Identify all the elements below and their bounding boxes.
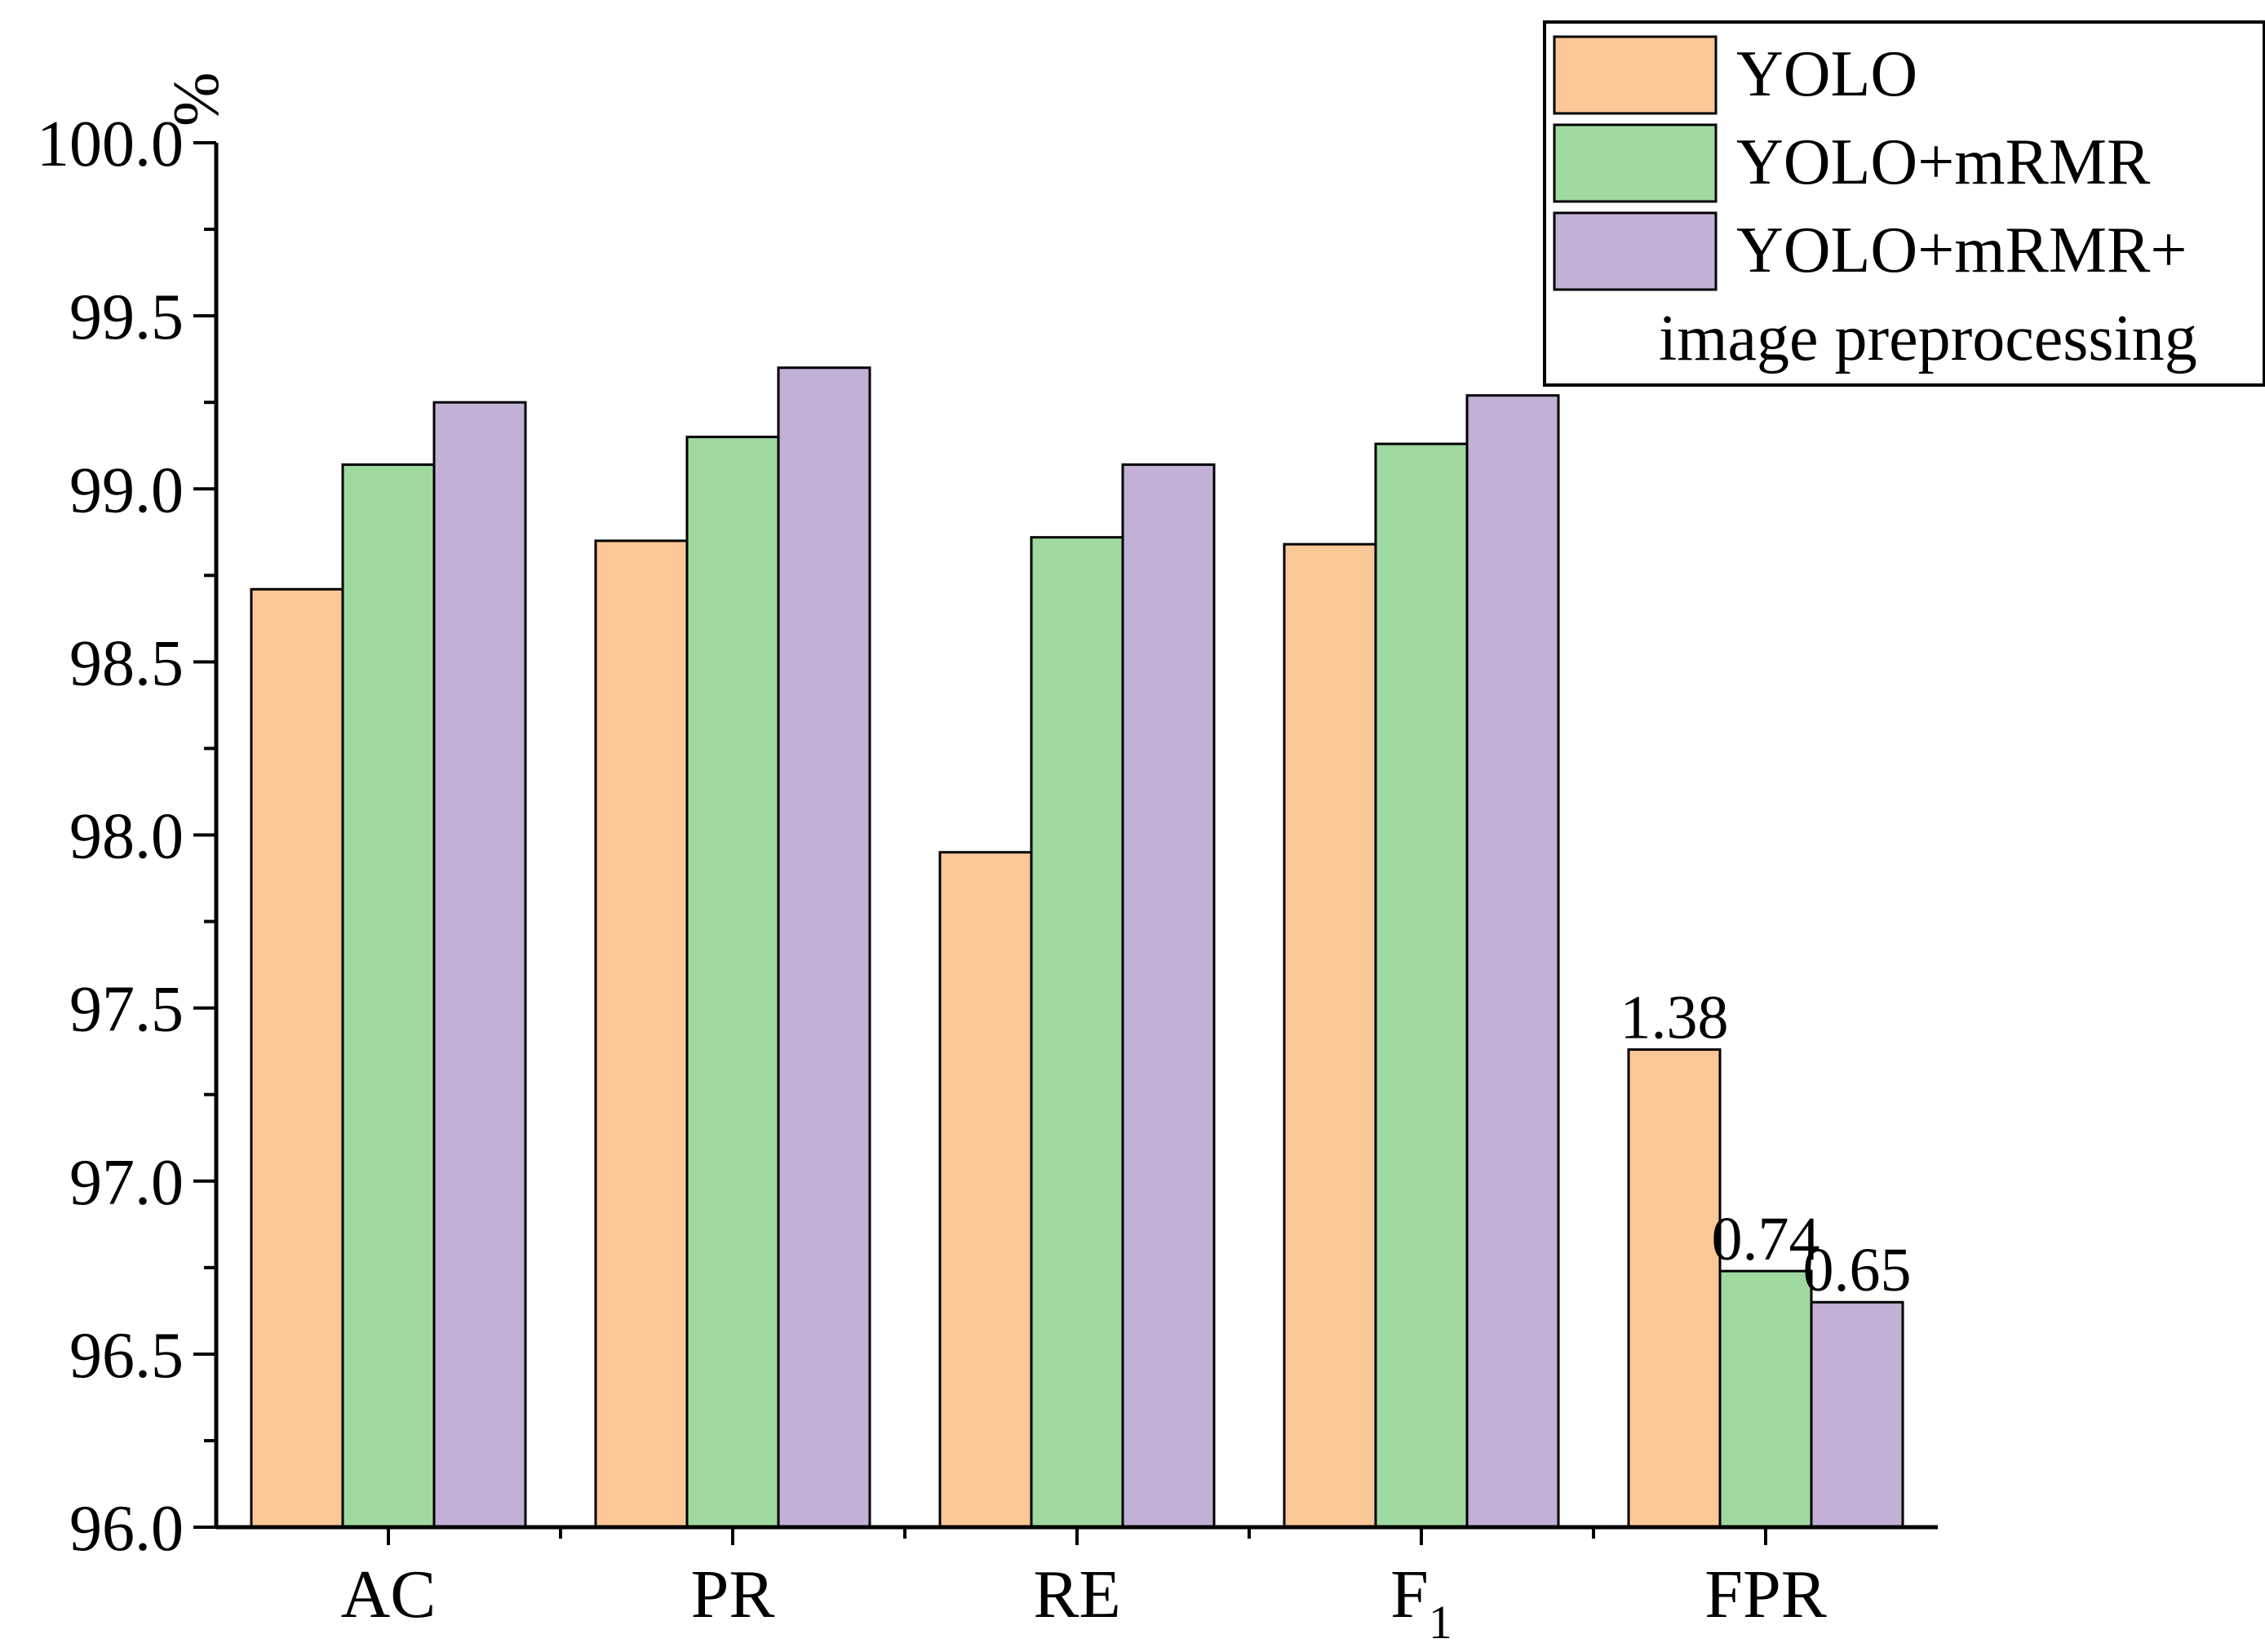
bar [777,366,871,1529]
x-tick-label: FPR [1704,1557,1826,1632]
x-tick-label-main: PR [691,1557,775,1632]
bar [1718,1269,1813,1529]
y-tick-label: 96.0 [69,1493,184,1565]
data-label: 0.65 [1803,1236,1912,1304]
bar [1810,1300,1904,1529]
legend-label: YOLO+mRMR [1736,126,2151,198]
x-tick-label-main: RE [1033,1557,1120,1632]
x-tick-label-main: F [1390,1557,1429,1632]
legend-label: image preprocessing [1659,303,2197,374]
bar [1374,442,1469,1529]
bar [1465,394,1560,1529]
bar [685,436,780,1529]
bar [432,401,527,1529]
y-tick-label: 97.0 [69,1147,184,1219]
x-tick-label: F1 [1390,1557,1452,1649]
bar [1627,1048,1722,1529]
y-tick-label: 98.5 [69,627,184,699]
y-tick-label: 100.0 [37,109,184,180]
x-tick-label-main: FPR [1704,1557,1826,1632]
bar [1030,536,1124,1529]
data-label: 0.74 [1712,1205,1820,1273]
legend-swatch [1553,211,1718,291]
x-tick-label-main: AC [341,1557,437,1632]
legend: YOLO YOLO+mRMR YOLO+mRMR+ image preprocessi… [1543,20,2265,387]
bar [250,587,344,1529]
legend-swatch [1553,35,1718,115]
y-tick-label: 99.0 [69,454,184,526]
legend-label: YOLO [1736,38,1917,110]
labels-layer: 96.0 96.5 97.0 97.5 98.0 98.5 99.0 99.5 100.0 AC P… [37,109,1912,1649]
bar [938,851,1033,1529]
data-label: 1.38 [1620,984,1729,1052]
x-tick-label: RE [1033,1557,1120,1632]
y-tick-label: 99.5 [69,281,184,353]
x-tick-label: PR [691,1557,775,1632]
y-axis-label: % [161,72,233,126]
x-tick-label: AC [341,1557,437,1632]
bar [594,539,689,1529]
ticks-layer [193,141,1767,1545]
y-tick-label: 96.5 [69,1320,184,1392]
y-tick-label: 98.0 [69,801,184,873]
bar [1283,543,1377,1529]
y-tick-label: 97.5 [69,974,184,1046]
bar [341,463,436,1529]
bars-layer [250,366,1904,1529]
legend-label: YOLO+mRMR+ [1736,215,2187,286]
legend-swatch [1553,123,1718,203]
bar [1121,463,1216,1529]
x-tick-label-subscript: 1 [1429,1596,1452,1649]
